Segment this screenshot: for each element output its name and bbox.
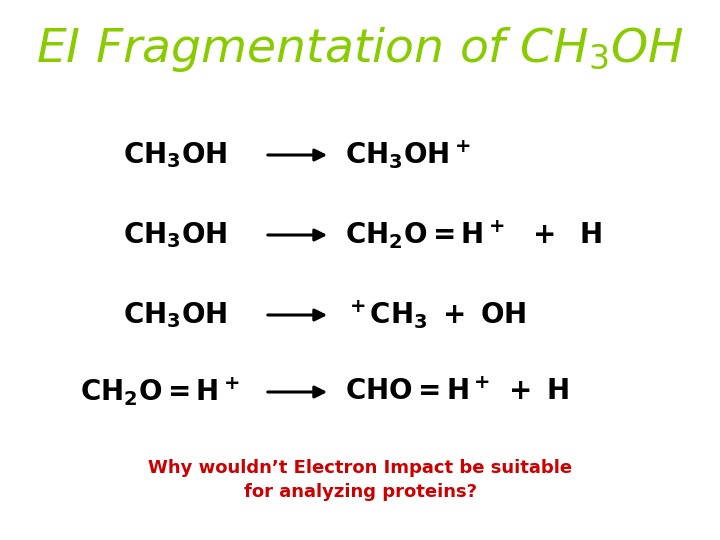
Text: for analyzing proteins?: for analyzing proteins? (243, 483, 477, 501)
Text: $\mathbf{CH_3OH}$: $\mathbf{CH_3OH}$ (123, 220, 228, 250)
Text: $\mathbf{CHO{=}H^+\ +\ H}$: $\mathbf{CHO{=}H^+\ +\ H}$ (345, 378, 569, 406)
Text: $\mathbf{CH_2O{=}H^+\ \ +\ \ H}$: $\mathbf{CH_2O{=}H^+\ \ +\ \ H}$ (345, 219, 602, 251)
Text: $\mathbf{CH_3OH}$: $\mathbf{CH_3OH}$ (123, 140, 228, 170)
Text: $\bf\it{EI\ Fragmentation\ of\ CH_3OH}$: $\bf\it{EI\ Fragmentation\ of\ CH_3OH}$ (36, 25, 684, 75)
Text: Why wouldn’t Electron Impact be suitable: Why wouldn’t Electron Impact be suitable (148, 459, 572, 477)
Text: $\mathbf{CH_3OH}$: $\mathbf{CH_3OH}$ (123, 300, 228, 330)
Text: $\mathbf{CH_2O{=}H^+}$: $\mathbf{CH_2O{=}H^+}$ (80, 376, 240, 408)
Text: $\mathbf{^+CH_3\ +\ OH}$: $\mathbf{^+CH_3\ +\ OH}$ (345, 299, 526, 332)
Text: $\mathbf{CH_3OH^+}$: $\mathbf{CH_3OH^+}$ (345, 139, 470, 171)
